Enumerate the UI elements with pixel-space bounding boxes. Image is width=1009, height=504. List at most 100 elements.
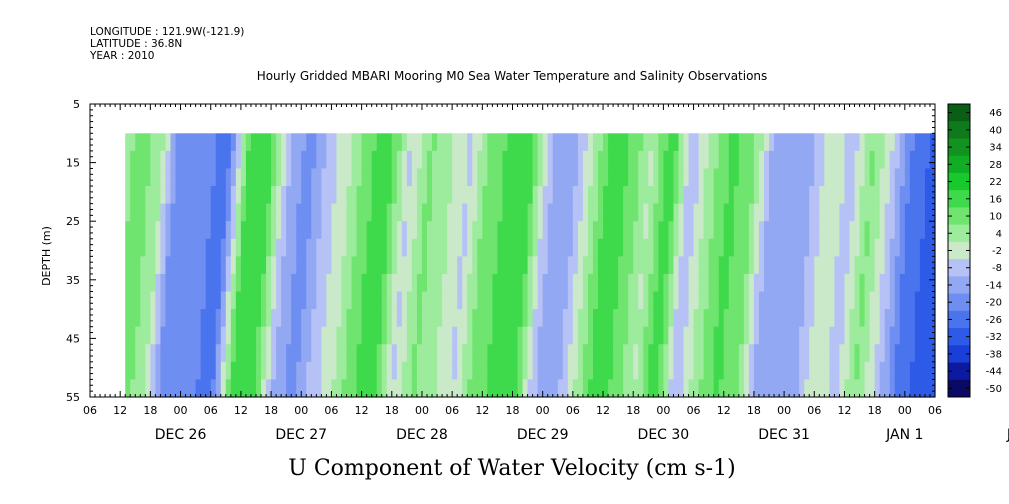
heatmap-cell bbox=[437, 150, 443, 170]
heatmap-cell bbox=[804, 150, 810, 170]
heatmap-cell bbox=[814, 379, 820, 398]
heatmap-cell bbox=[582, 326, 589, 345]
heatmap-cell bbox=[381, 203, 388, 222]
heatmap-cell bbox=[135, 273, 141, 293]
heatmap-cell bbox=[210, 326, 217, 345]
heatmap-cell bbox=[482, 238, 488, 257]
heatmap-cell bbox=[904, 273, 911, 293]
heatmap-cell bbox=[421, 344, 428, 363]
heatmap-cell bbox=[603, 256, 609, 275]
heatmap-cell bbox=[874, 186, 881, 205]
heatmap-cell bbox=[281, 168, 287, 187]
heatmap-cell bbox=[678, 150, 685, 170]
heatmap-cell bbox=[235, 291, 242, 310]
heatmap-cell bbox=[758, 326, 765, 345]
heatmap-cell bbox=[316, 150, 322, 170]
heatmap-cell bbox=[733, 361, 740, 381]
heatmap-cell bbox=[220, 186, 227, 205]
heatmap-cell bbox=[462, 256, 468, 275]
heatmap-cell bbox=[361, 309, 368, 328]
heatmap-cell bbox=[341, 168, 348, 187]
heatmap-cell bbox=[341, 256, 348, 275]
heatmap-cell bbox=[452, 133, 458, 152]
heatmap-cell bbox=[291, 344, 297, 363]
heatmap-cell bbox=[165, 150, 172, 170]
heatmap-cell bbox=[331, 361, 338, 381]
heatmap-cell bbox=[190, 221, 197, 240]
heatmap-cell bbox=[306, 291, 312, 310]
heatmap-cell bbox=[723, 291, 730, 310]
heatmap-cell bbox=[266, 168, 272, 187]
heatmap-cell bbox=[668, 379, 675, 398]
heatmap-cell bbox=[497, 256, 504, 275]
heatmap-cell bbox=[774, 309, 780, 328]
heatmap-cell bbox=[899, 273, 906, 293]
heatmap-cell bbox=[698, 344, 705, 363]
heatmap-cell bbox=[814, 168, 820, 187]
heatmap-cell bbox=[678, 326, 685, 345]
heatmap-cell bbox=[502, 291, 509, 310]
heatmap-cell bbox=[703, 150, 710, 170]
heatmap-cell bbox=[537, 309, 544, 328]
heatmap-cell bbox=[648, 256, 654, 275]
heatmap-cell bbox=[849, 150, 856, 170]
heatmap-cell bbox=[457, 256, 463, 275]
heatmap-cell bbox=[834, 361, 841, 381]
heatmap-cell bbox=[502, 379, 509, 398]
heatmap-cell bbox=[824, 309, 830, 328]
heatmap-cell bbox=[653, 326, 659, 345]
heatmap-cell bbox=[276, 379, 282, 398]
heatmap-cell bbox=[879, 133, 886, 152]
heatmap-cell bbox=[150, 273, 156, 293]
heatmap-cell bbox=[894, 150, 901, 170]
heatmap-cell bbox=[748, 168, 755, 187]
heatmap-cell bbox=[608, 133, 614, 152]
heatmap-cell bbox=[316, 309, 322, 328]
heatmap-cell bbox=[341, 238, 348, 257]
heatmap-cell bbox=[271, 221, 277, 240]
heatmap-cell bbox=[663, 361, 670, 381]
heatmap-cell bbox=[366, 344, 373, 363]
x-tick-label: 12 bbox=[113, 404, 127, 417]
heatmap-cell bbox=[442, 309, 448, 328]
colorbar-label: 40 bbox=[989, 125, 1002, 136]
heatmap-cell bbox=[512, 168, 519, 187]
heatmap-cell bbox=[864, 344, 871, 363]
heatmap-cell bbox=[477, 344, 483, 363]
heatmap-cell bbox=[396, 133, 403, 152]
heatmap-cell bbox=[703, 344, 710, 363]
heatmap-cell bbox=[718, 344, 725, 363]
heatmap-cell bbox=[839, 186, 846, 205]
heatmap-cell bbox=[683, 256, 690, 275]
heatmap-cell bbox=[608, 168, 614, 187]
heatmap-cell bbox=[698, 379, 705, 398]
heatmap-cell bbox=[477, 221, 483, 240]
heatmap-cell bbox=[547, 186, 554, 205]
heatmap-cell bbox=[306, 273, 312, 293]
heatmap-cell bbox=[703, 273, 710, 293]
heatmap-cell bbox=[250, 344, 257, 363]
heatmap-cell bbox=[557, 326, 564, 345]
heatmap-cell bbox=[884, 344, 891, 363]
heatmap-cell bbox=[326, 256, 333, 275]
heatmap-cell bbox=[230, 186, 237, 205]
heatmap-cell bbox=[547, 379, 554, 398]
heatmap-cell bbox=[447, 203, 453, 222]
heatmap-cell bbox=[758, 291, 765, 310]
heatmap-cell bbox=[326, 221, 333, 240]
heatmap-cell bbox=[281, 361, 287, 381]
x-tick-label: 00 bbox=[898, 404, 912, 417]
heatmap-cell bbox=[653, 150, 659, 170]
heatmap-cell bbox=[215, 133, 222, 152]
heatmap-cell bbox=[663, 273, 670, 293]
heatmap-cell bbox=[406, 361, 413, 381]
heatmap-cell bbox=[587, 186, 594, 205]
heatmap-cell bbox=[829, 168, 836, 187]
heatmap-cell bbox=[195, 273, 202, 293]
heatmap-cell bbox=[648, 291, 654, 310]
heatmap-cell bbox=[779, 344, 785, 363]
heatmap-cell bbox=[537, 361, 544, 381]
heatmap-cell bbox=[457, 238, 463, 257]
heatmap-cell bbox=[261, 379, 267, 398]
heatmap-cell bbox=[889, 256, 896, 275]
